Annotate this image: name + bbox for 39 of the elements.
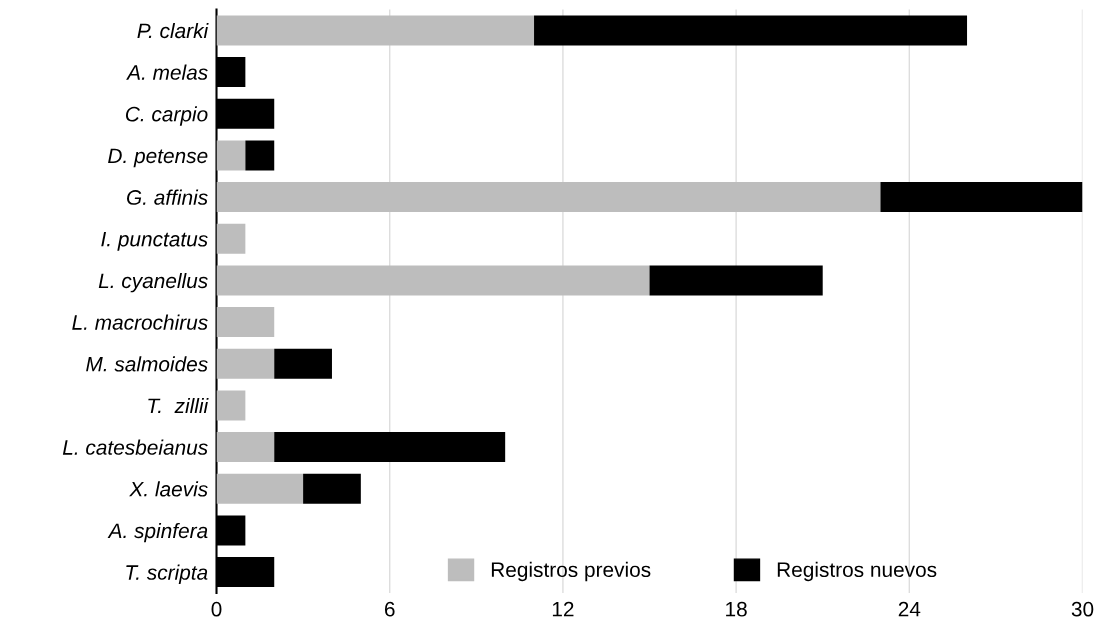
bar: [534, 15, 968, 46]
y-tick-label: T. scripta: [126, 564, 208, 584]
bar: [216, 182, 881, 213]
x-tick-label: 0: [211, 601, 222, 617]
y-tick-label: C. carpio: [125, 106, 208, 126]
y-tick-label: X. laevis: [129, 481, 208, 497]
y-tick-label: L. macrochirus: [72, 314, 208, 330]
y-tick-label: P. clarki: [137, 22, 209, 39]
x-tick-label: 30: [1071, 601, 1094, 617]
bar: [216, 140, 246, 171]
bar: [216, 473, 304, 504]
x-tick-label: 18: [726, 601, 747, 617]
x-tick-label: 24: [898, 601, 921, 617]
x-tick-label: 12: [552, 601, 574, 617]
bar: [216, 15, 535, 46]
bar: [274, 348, 332, 379]
y-tick-label: M. salmoides: [86, 356, 208, 372]
bar: [245, 140, 275, 171]
x-tick-label: 6: [384, 601, 395, 617]
bar: [274, 432, 506, 463]
y-tick-label: G. affinis: [127, 189, 208, 205]
y-tick-label: D. petense: [108, 148, 208, 168]
bar: [649, 265, 823, 296]
bar: [216, 223, 246, 254]
bar: [303, 473, 361, 504]
y-tick-label: T. zillii: [148, 397, 209, 413]
bar: [216, 432, 275, 463]
bar: [216, 307, 275, 338]
y-tick-label: A. spinfera: [107, 522, 208, 543]
bar: [216, 390, 246, 421]
y-tick-label: I. punctatus: [101, 231, 208, 251]
legend-label: Registros nuevos: [777, 561, 937, 582]
y-tick-label: L. cyanellus: [98, 272, 208, 293]
y-tick-label: L. catesbeianus: [62, 439, 208, 455]
bar: [216, 348, 275, 379]
bar: [880, 182, 1083, 213]
legend-label: Registros previos: [491, 561, 651, 582]
y-tick-label: A. melas: [126, 64, 208, 80]
bar: [216, 265, 650, 296]
